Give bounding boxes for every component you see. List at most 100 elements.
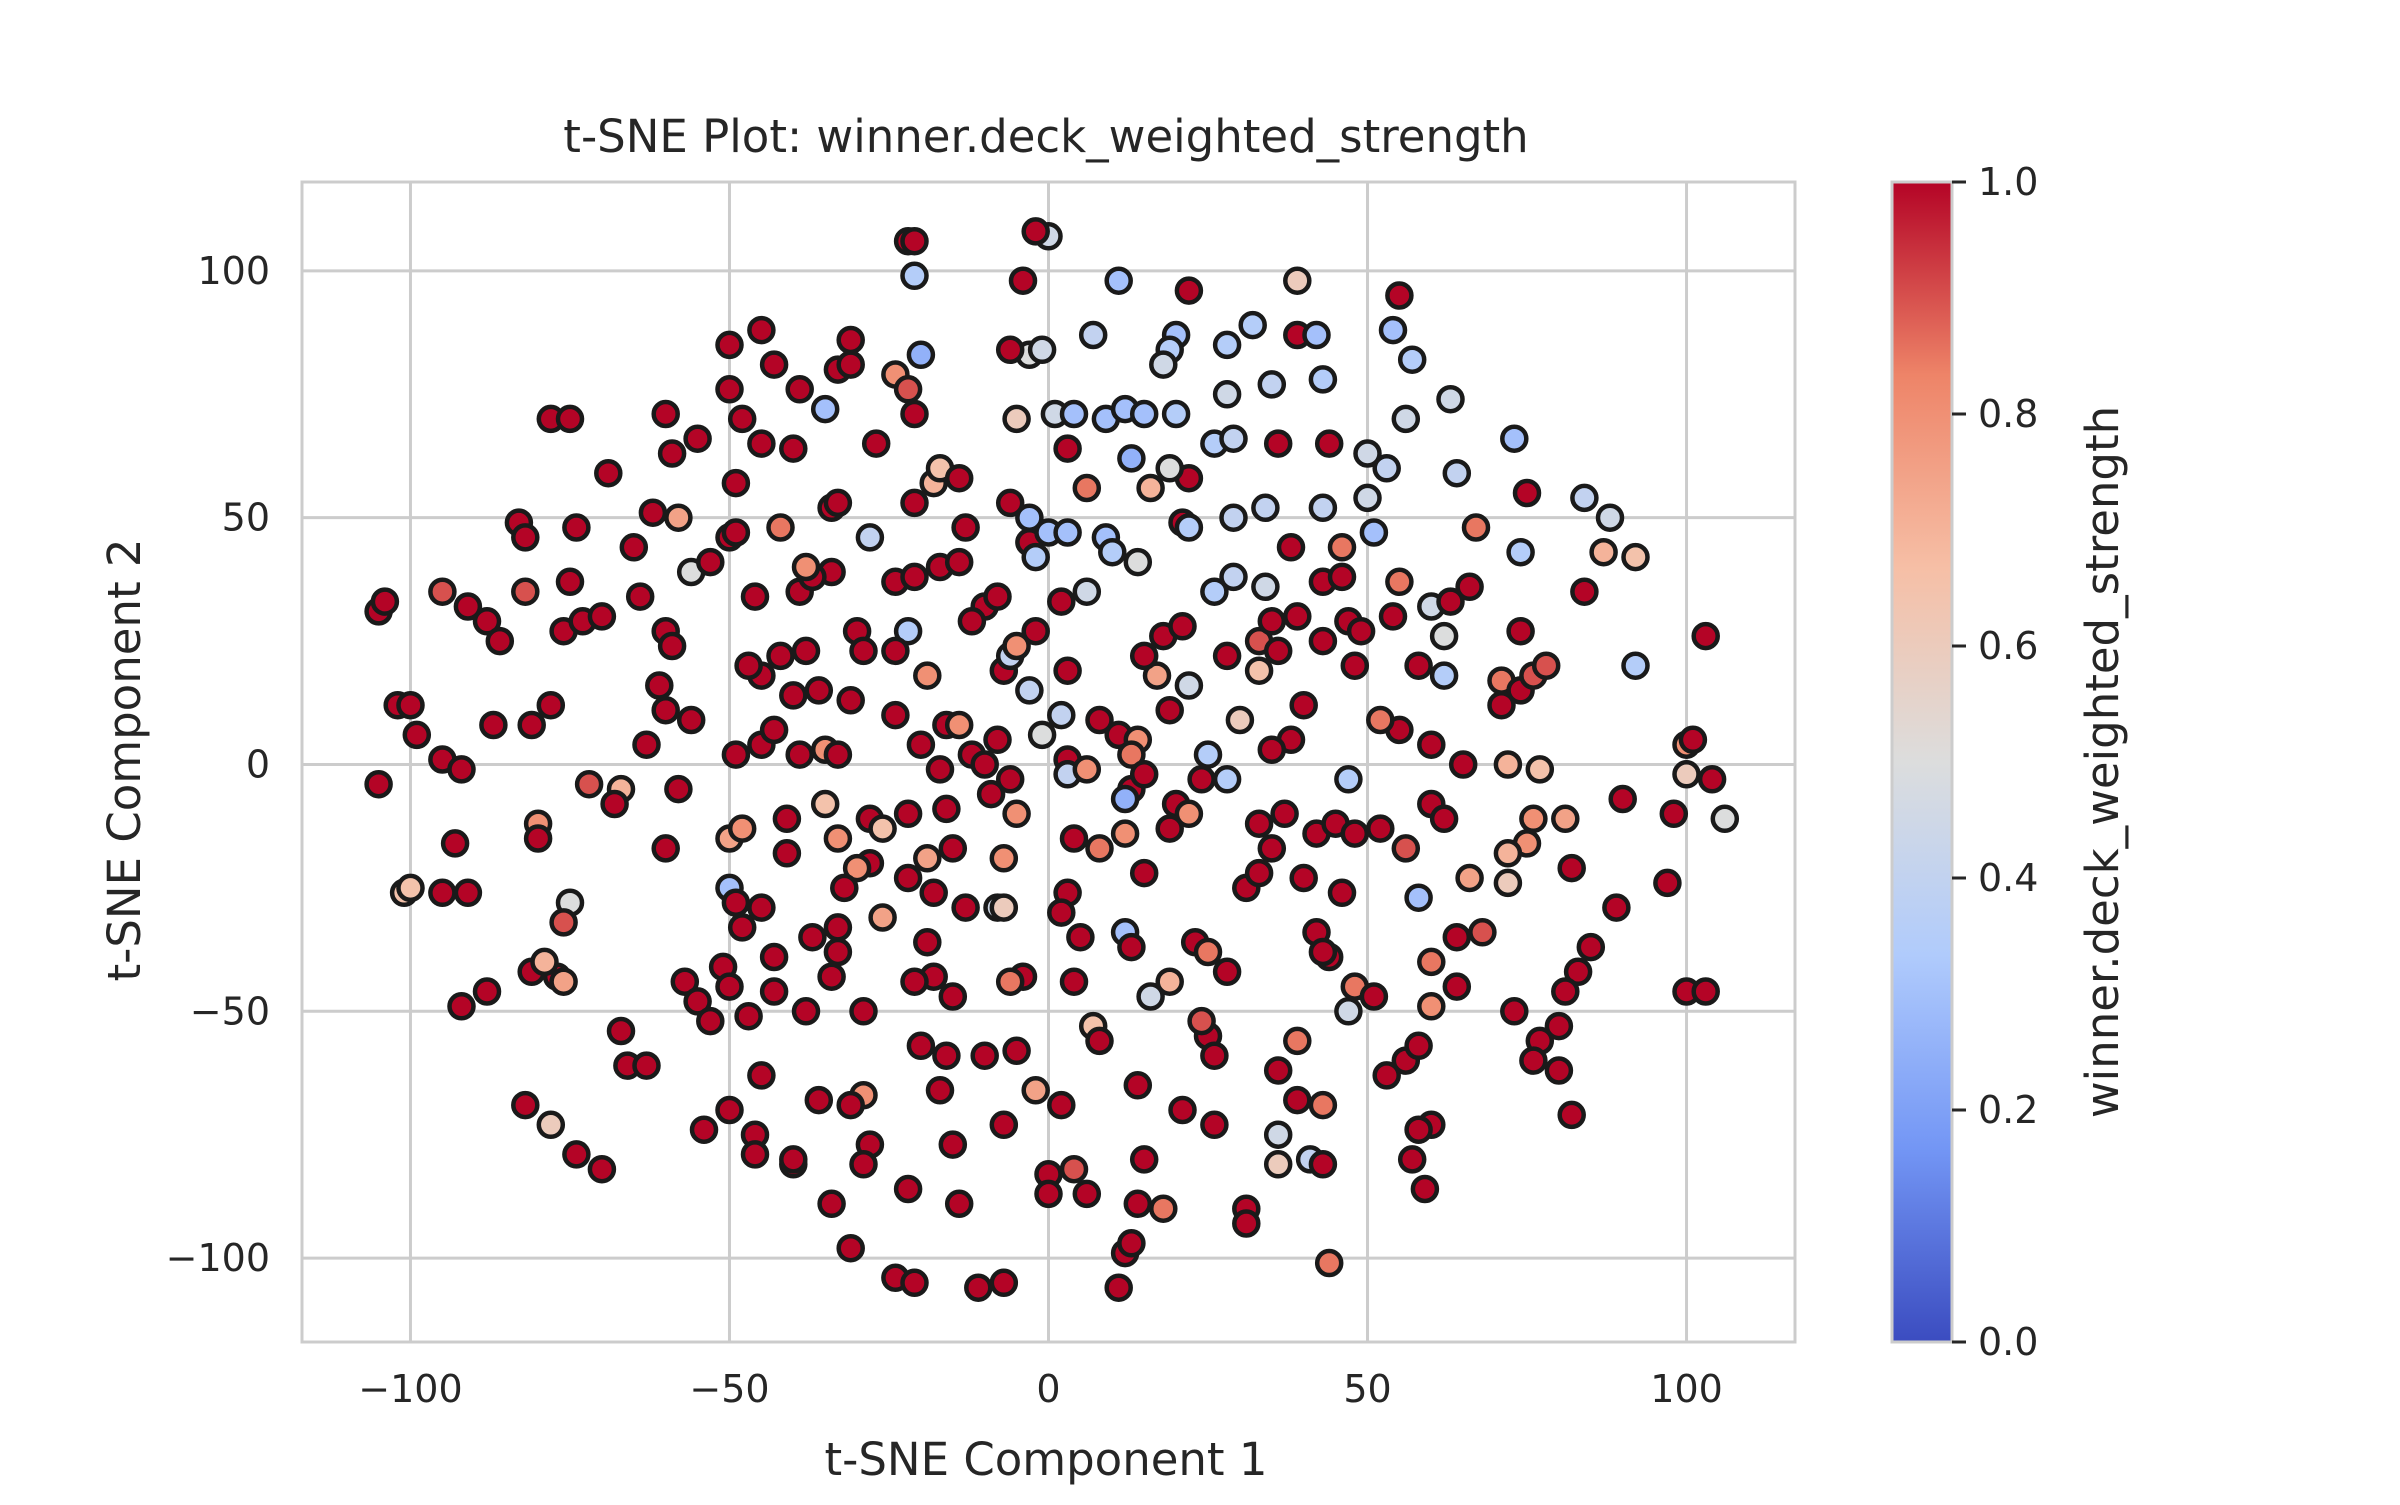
scatter-point-142 bbox=[900, 488, 929, 518]
scatter-point-35 bbox=[517, 710, 546, 740]
scatter-point-8 bbox=[428, 878, 457, 908]
scatter-point-442 bbox=[938, 1130, 968, 1159]
scatter-point-463 bbox=[1149, 1194, 1178, 1223]
scatter-point-461 bbox=[1123, 1071, 1153, 1100]
scatter-point-121 bbox=[727, 404, 757, 434]
scatter-point-359 bbox=[1308, 937, 1338, 967]
scatter-point-107 bbox=[791, 636, 821, 666]
y-tick-label-3: 50 bbox=[222, 496, 270, 540]
scatter-point-10 bbox=[440, 829, 470, 858]
scatter-point-78 bbox=[740, 1140, 770, 1169]
scatter-point-210 bbox=[1117, 740, 1146, 769]
scatter-point-441 bbox=[900, 1268, 929, 1298]
scatter-point-57 bbox=[683, 424, 712, 453]
scatter-point-238 bbox=[1219, 503, 1248, 532]
scatter-point-9 bbox=[453, 878, 483, 908]
scatter-point-391 bbox=[1404, 883, 1433, 912]
scatter-point-255 bbox=[1212, 330, 1242, 360]
scatter-point-280 bbox=[1359, 518, 1389, 547]
scatter-point-400 bbox=[1346, 616, 1376, 646]
scatter-point-152 bbox=[881, 636, 910, 666]
scatter-point-12 bbox=[447, 755, 476, 784]
scatter-point-170 bbox=[830, 873, 859, 903]
scatter-point-450 bbox=[1047, 1090, 1076, 1120]
scatter-point-438 bbox=[836, 1233, 865, 1263]
scatter-point-5 bbox=[364, 769, 393, 799]
scatter-point-345 bbox=[1417, 947, 1446, 977]
scatter-point-68 bbox=[632, 1051, 661, 1080]
scatter-point-41 bbox=[562, 513, 591, 542]
scatter-point-422 bbox=[893, 863, 923, 893]
scatter-point-285 bbox=[1308, 626, 1338, 656]
scatter-point-318 bbox=[1621, 542, 1650, 572]
scatter-point-383 bbox=[1270, 799, 1299, 829]
scatter-point-275 bbox=[1378, 315, 1408, 345]
scatter-point-332 bbox=[1602, 893, 1631, 922]
scatter-point-145 bbox=[900, 562, 929, 592]
scatter-point-448 bbox=[989, 1110, 1019, 1140]
scatter-point-230 bbox=[1257, 607, 1287, 636]
y-tick-label-2: 0 bbox=[246, 742, 270, 786]
scatter-point-82 bbox=[747, 893, 776, 922]
scatter-point-429 bbox=[823, 937, 853, 967]
scatter-point-84 bbox=[721, 888, 751, 917]
colorbar-label: winner.deck_weighted_strength bbox=[2076, 406, 2129, 1118]
scatter-point-289 bbox=[1404, 651, 1433, 680]
scatter-point-48 bbox=[619, 533, 649, 562]
scatter-point-340 bbox=[1500, 997, 1529, 1026]
scatter-point-315 bbox=[1570, 483, 1599, 513]
scatter-point-329 bbox=[1653, 868, 1682, 898]
scatter-point-165 bbox=[893, 799, 923, 829]
scatter-point-398 bbox=[1448, 750, 1478, 779]
scatter-point-242 bbox=[1136, 473, 1165, 503]
scatter-point-193 bbox=[1015, 503, 1044, 532]
scatter-point-311 bbox=[1493, 839, 1523, 868]
scatter-point-297 bbox=[1500, 424, 1529, 453]
scatter-point-221 bbox=[1174, 671, 1204, 700]
scatter-point-291 bbox=[1429, 621, 1459, 651]
scatter-point-419 bbox=[989, 893, 1019, 922]
scatter-point-112 bbox=[791, 552, 821, 582]
scatter-point-375 bbox=[1155, 967, 1184, 996]
scatter-point-300 bbox=[1506, 616, 1535, 646]
scatter-point-354 bbox=[1334, 997, 1363, 1026]
x-tick-label-0: −100 bbox=[358, 1367, 462, 1411]
scatter-point-16 bbox=[479, 710, 508, 740]
scatter-point-96 bbox=[785, 740, 814, 769]
scatter-point-356 bbox=[1359, 982, 1389, 1011]
scatter-point-336 bbox=[1544, 1011, 1574, 1041]
scatter-point-75 bbox=[689, 1115, 719, 1144]
scatter-point-262 bbox=[1174, 276, 1204, 305]
scatter-point-207 bbox=[1085, 705, 1114, 735]
scatter-point-186 bbox=[1027, 335, 1057, 365]
scatter-point-360 bbox=[1308, 1090, 1338, 1120]
scatter-point-271 bbox=[1308, 493, 1338, 523]
scatter-point-236 bbox=[1276, 533, 1306, 562]
scatter-point-117 bbox=[766, 513, 795, 542]
scatter-point-76 bbox=[715, 1095, 744, 1125]
scatter-point-137 bbox=[861, 429, 891, 458]
scatter-point-212 bbox=[1110, 784, 1140, 814]
scatter-point-131 bbox=[893, 375, 923, 404]
y-axis-label: t-SNE Component 2 bbox=[98, 538, 151, 981]
scatter-point-363 bbox=[1283, 1085, 1312, 1115]
scatter-point-327 bbox=[1697, 765, 1727, 794]
scatter-point-269 bbox=[1263, 429, 1293, 458]
scatter-point-328 bbox=[1710, 804, 1740, 834]
scatter-point-120 bbox=[715, 375, 744, 404]
scatter-point-105 bbox=[734, 651, 763, 680]
scatter-point-412 bbox=[1136, 982, 1165, 1011]
scatter-point-352 bbox=[1397, 1145, 1427, 1174]
scatter-point-231 bbox=[1244, 656, 1274, 685]
scatter-point-140 bbox=[944, 463, 974, 493]
x-tick-label-3: 50 bbox=[1343, 1367, 1391, 1411]
scatter-point-54 bbox=[657, 631, 687, 661]
colorbar-tick-label-0: 0.0 bbox=[1978, 1320, 2038, 1364]
scatter-point-50 bbox=[638, 498, 668, 527]
scatter-point-129 bbox=[810, 394, 840, 424]
scatter-point-254 bbox=[1257, 370, 1287, 399]
scatter-point-47 bbox=[594, 458, 623, 488]
scatter-point-163 bbox=[925, 755, 955, 784]
scatter-point-380 bbox=[1244, 858, 1274, 888]
scatter-point-370 bbox=[1232, 1209, 1261, 1238]
